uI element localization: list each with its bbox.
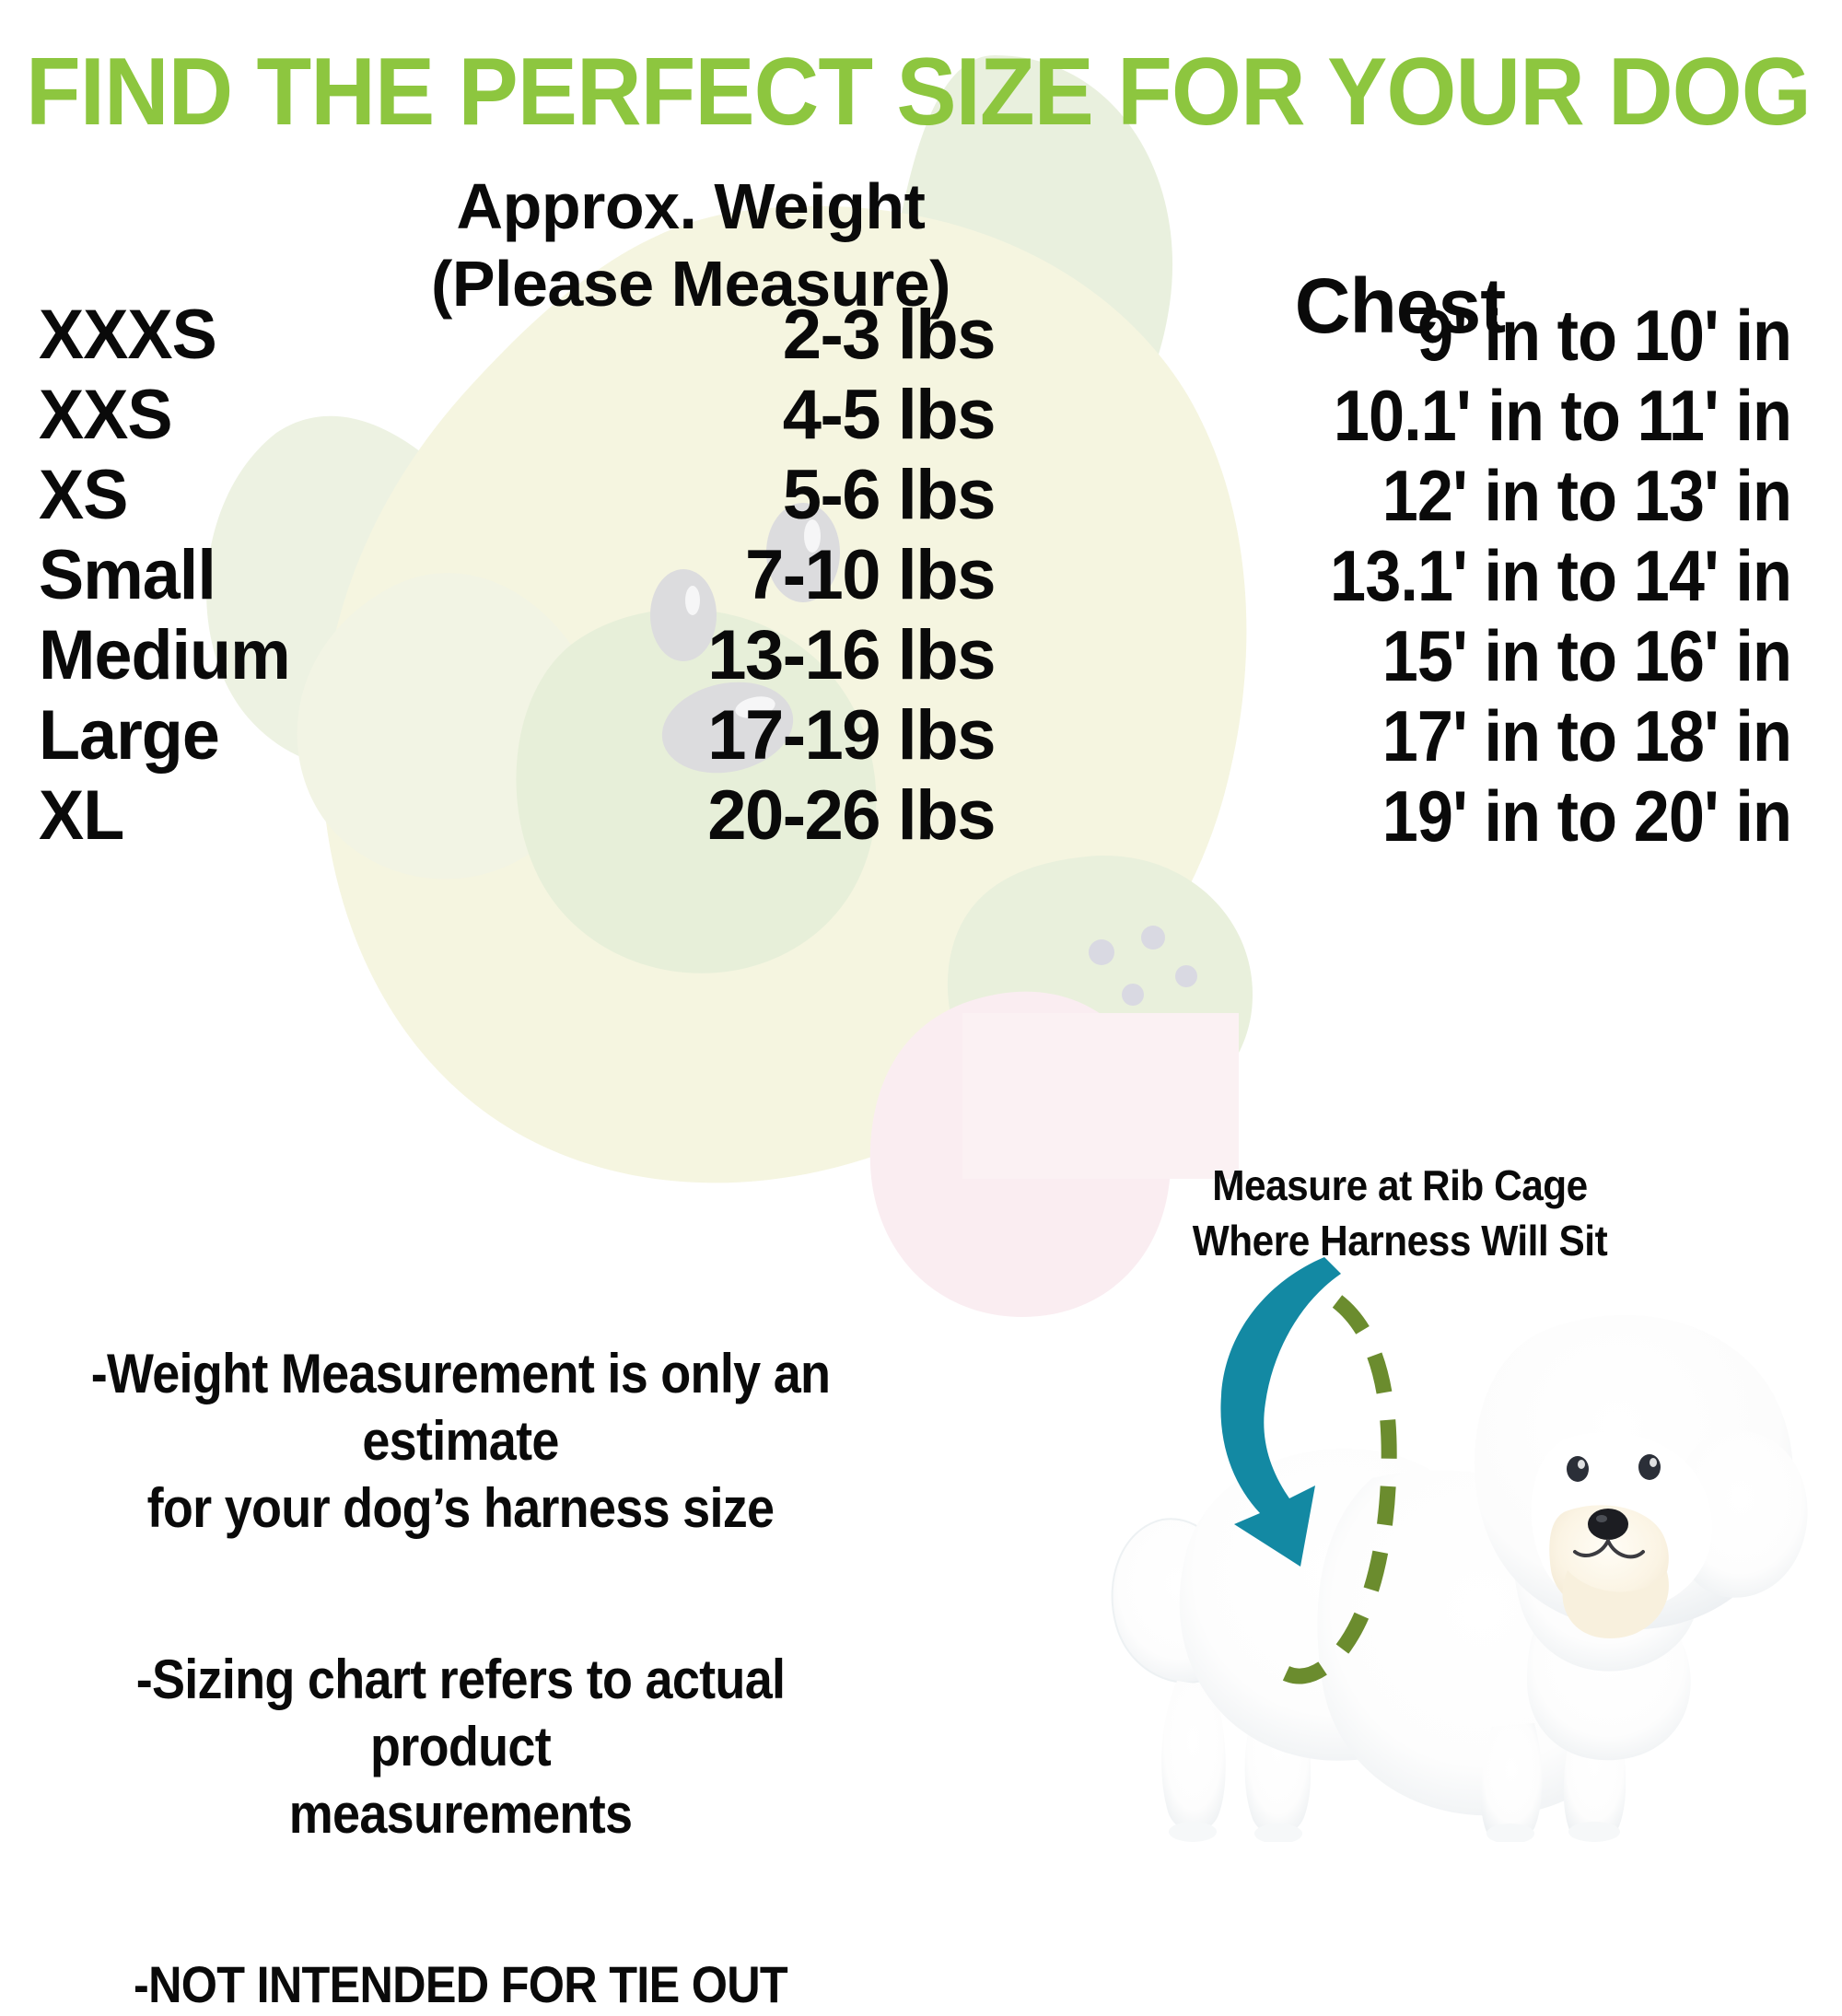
table-row: XXS 4-5 lbs 10.1' in to 11' in — [0, 373, 1842, 458]
column-header-weight-line1: Approx. Weight — [456, 170, 926, 242]
cell-weight: 2-3 lbs — [782, 296, 997, 374]
disclaimer-notes: -Weight Measurement is only an estimate … — [0, 1340, 921, 2016]
cell-weight: 5-6 lbs — [782, 456, 997, 534]
cell-size: Medium — [39, 616, 291, 694]
dog-nose-shine — [1596, 1515, 1607, 1522]
dog-front-leg-far — [1480, 1723, 1543, 1839]
dog-mouth — [1573, 1539, 1645, 1559]
dog-eye-right-shine — [1650, 1458, 1657, 1467]
dog-ear-right — [1673, 1431, 1808, 1598]
curved-down-arrow-icon — [1220, 1257, 1341, 1567]
ribcage-note-line1: Measure at Rib Cage — [1212, 1161, 1588, 1209]
bichon-frise-dog-photo — [1111, 1314, 1808, 1842]
cell-size: XXXS — [39, 296, 217, 374]
dog-beard — [1562, 1570, 1669, 1638]
cell-chest: 19' in to 20' in — [1382, 775, 1792, 857]
cell-chest: 10.1' in to 11' in — [1333, 375, 1792, 456]
note-sizing-chart: -Sizing chart refers to actual product m… — [46, 1646, 875, 1848]
cell-chest: 15' in to 16' in — [1382, 615, 1792, 696]
cell-size: XL — [39, 776, 124, 855]
dashed-measure-ellipse-icon — [1260, 1295, 1397, 1684]
dog-eye-left-shine — [1578, 1460, 1585, 1469]
ribcage-note: Measure at Rib Cage Where Harness Will S… — [1035, 1159, 1764, 1269]
note-weight-estimate: -Weight Measurement is only an estimate … — [46, 1340, 875, 1543]
dog-paw-4 — [1254, 1824, 1302, 1842]
cell-size: Large — [39, 696, 220, 775]
note-not-for-tie-out: -NOT INTENDED FOR TIE OUT — [134, 1955, 788, 2014]
table-row: Small 7-10 lbs 13.1' in to 14' in — [0, 533, 1842, 618]
cell-chest: 12' in to 13' in — [1382, 455, 1792, 536]
cell-weight: 7-10 lbs — [744, 536, 997, 614]
table-row: Large 17-19 lbs 17' in to 18' in — [0, 693, 1842, 778]
note-weight-estimate-line2: for your dog’s harness size — [146, 1477, 775, 1540]
cell-weight: 20-26 lbs — [707, 776, 996, 855]
column-header-chest: Chest — [1294, 262, 1506, 349]
table-row: XXXS 2-3 lbs 9' in to 10' in — [0, 293, 1842, 378]
dog-illustration — [1096, 1248, 1842, 1842]
cell-chest: 17' in to 18' in — [1382, 695, 1792, 776]
dog-paw-1 — [1486, 1824, 1534, 1842]
dog-paw-3 — [1169, 1822, 1217, 1842]
cell-weight: 13-16 lbs — [707, 616, 996, 694]
cell-size: XS — [39, 456, 128, 534]
cell-size: XXS — [39, 376, 173, 454]
dog-hind-leg-back — [1161, 1681, 1226, 1832]
table-row: Medium 13-16 lbs 15' in to 16' in — [0, 613, 1842, 698]
cell-size: Small — [39, 536, 216, 614]
table-row: XS 5-6 lbs 12' in to 13' in — [0, 453, 1842, 538]
note-sizing-chart-line2: measurements — [288, 1782, 633, 1845]
cell-chest: 13.1' in to 14' in — [1330, 535, 1792, 616]
table-row: XL 20-26 lbs 19' in to 20' in — [0, 774, 1842, 858]
ribcage-note-line2: Where Harness Will Sit — [1192, 1216, 1608, 1264]
note-weight-estimate-line1: -Weight Measurement is only an estimate — [90, 1343, 831, 1473]
cell-weight: 4-5 lbs — [782, 376, 997, 454]
note-sizing-chart-line1: -Sizing chart refers to actual product — [135, 1648, 786, 1777]
cell-weight: 17-19 lbs — [707, 696, 996, 775]
dog-paw-2 — [1568, 1822, 1620, 1842]
cell-chest: 9' in to 10' in — [1416, 295, 1792, 376]
